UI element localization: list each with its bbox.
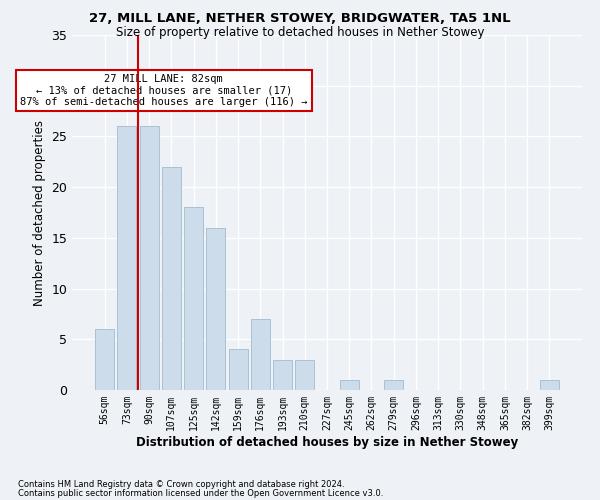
Bar — [206, 228, 225, 390]
Bar — [118, 126, 136, 390]
Bar — [251, 319, 270, 390]
Text: Contains HM Land Registry data © Crown copyright and database right 2024.: Contains HM Land Registry data © Crown c… — [18, 480, 344, 489]
Text: 27 MILL LANE: 82sqm
← 13% of detached houses are smaller (17)
87% of semi-detach: 27 MILL LANE: 82sqm ← 13% of detached ho… — [20, 74, 308, 108]
Bar — [184, 208, 203, 390]
Text: Contains public sector information licensed under the Open Government Licence v3: Contains public sector information licen… — [18, 488, 383, 498]
Bar — [95, 329, 114, 390]
Bar — [540, 380, 559, 390]
Text: 27, MILL LANE, NETHER STOWEY, BRIDGWATER, TA5 1NL: 27, MILL LANE, NETHER STOWEY, BRIDGWATER… — [89, 12, 511, 26]
Bar — [140, 126, 158, 390]
Text: Size of property relative to detached houses in Nether Stowey: Size of property relative to detached ho… — [116, 26, 484, 39]
X-axis label: Distribution of detached houses by size in Nether Stowey: Distribution of detached houses by size … — [136, 436, 518, 448]
Bar — [229, 350, 248, 390]
Y-axis label: Number of detached properties: Number of detached properties — [33, 120, 46, 306]
Bar — [162, 167, 181, 390]
Bar — [340, 380, 359, 390]
Bar — [295, 360, 314, 390]
Bar — [384, 380, 403, 390]
Bar — [273, 360, 292, 390]
